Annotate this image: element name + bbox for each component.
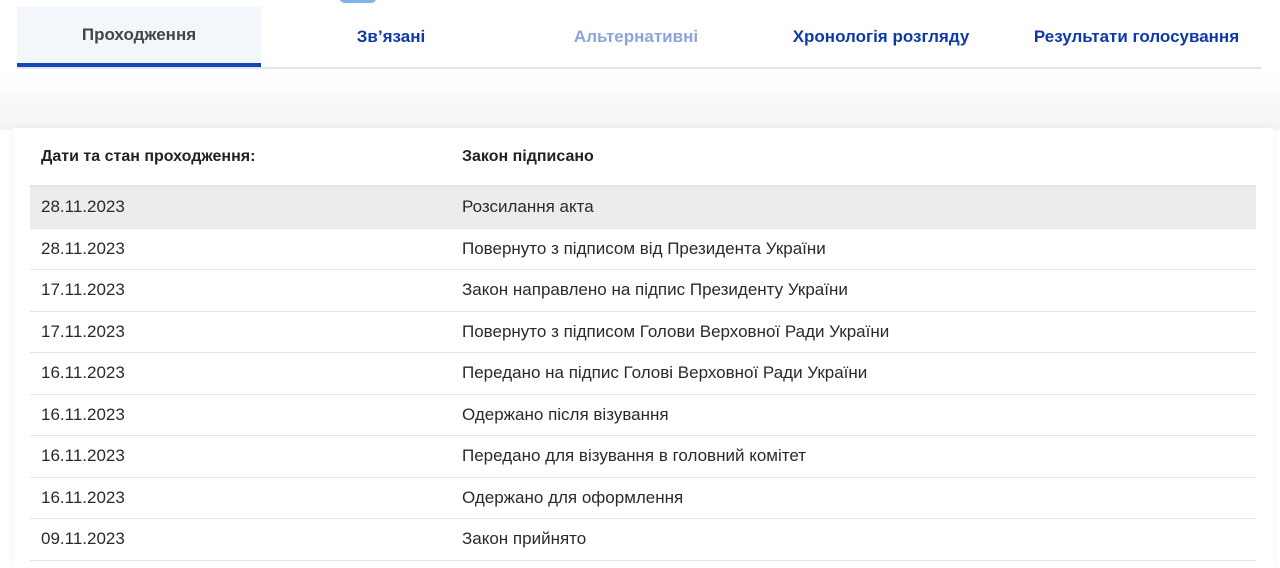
tab-bar: Проходження Зв’язані Альтернативні Хроно… xyxy=(17,7,1262,69)
table-row: 17.11.2023 Повернуто з підписом Голови Ве… xyxy=(30,312,1256,353)
table-header: Дати та стан проходження: Закон підписан… xyxy=(30,128,1256,187)
table-row: 16.11.2023 Передано для візування в голов… xyxy=(30,436,1256,478)
row-date: 28.11.2023 xyxy=(41,238,125,258)
row-event: Закон направлено на підпис Президенту Ук… xyxy=(462,280,848,300)
table-row: 28.11.2023 Повернуто з підписом від Прези… xyxy=(30,229,1256,270)
passage-card: Дати та стан проходження: Закон підписан… xyxy=(13,128,1273,568)
row-date: 16.11.2023 xyxy=(41,487,125,507)
background-shade xyxy=(0,70,1280,130)
row-event: Повернуто з підписом Голови Верховної Ра… xyxy=(462,321,890,341)
table-row: 16.11.2023 Одержано для оформлення xyxy=(30,478,1256,519)
row-date: 28.11.2023 xyxy=(41,197,125,217)
row-event: Розсилання акта xyxy=(462,197,594,217)
row-date: 17.11.2023 xyxy=(41,321,125,341)
row-event: Передано на підпис Голові Верховної Ради… xyxy=(462,363,868,383)
table-row: 16.11.2023 Передано на підпис Голові Верх… xyxy=(30,353,1256,395)
row-event: Одержано після візування xyxy=(462,404,669,424)
row-date: 16.11.2023 xyxy=(41,363,125,383)
row-date: 16.11.2023 xyxy=(41,404,125,424)
row-date: 09.11.2023 xyxy=(41,529,125,549)
partial-badge xyxy=(340,0,376,3)
row-event: Закон прийнято xyxy=(462,529,587,549)
status-label: Закон підписано xyxy=(462,147,594,165)
row-date: 16.11.2023 xyxy=(41,446,125,466)
table-row: 28.11.2023 Розсилання акта xyxy=(30,187,1256,229)
row-date: 17.11.2023 xyxy=(41,280,125,300)
tab-related[interactable]: Зв’язані xyxy=(356,27,426,46)
row-event: Передано для візування в головний коміте… xyxy=(462,446,807,466)
tab-chronology[interactable]: Хронологія розгляду xyxy=(792,27,970,46)
passage-table: 28.11.2023 Розсилання акта 28.11.2023 Повер… xyxy=(30,187,1256,561)
tab-alternative[interactable]: Альтернативні xyxy=(573,27,699,46)
table-row: 16.11.2023 Одержано після візування xyxy=(30,395,1256,436)
row-event: Повернуто з підписом від Президента Укра… xyxy=(462,238,826,258)
header-label: Дати та стан проходження: xyxy=(41,147,256,165)
row-event: Одержано для оформлення xyxy=(462,487,684,507)
tab-passage[interactable]: Проходження xyxy=(17,7,261,67)
tab-voting-results[interactable]: Результати голосування xyxy=(1033,27,1240,46)
table-row: 17.11.2023 Закон направлено на підпис Пре… xyxy=(30,270,1256,312)
table-row: 09.11.2023 Закон прийнято xyxy=(30,519,1256,561)
